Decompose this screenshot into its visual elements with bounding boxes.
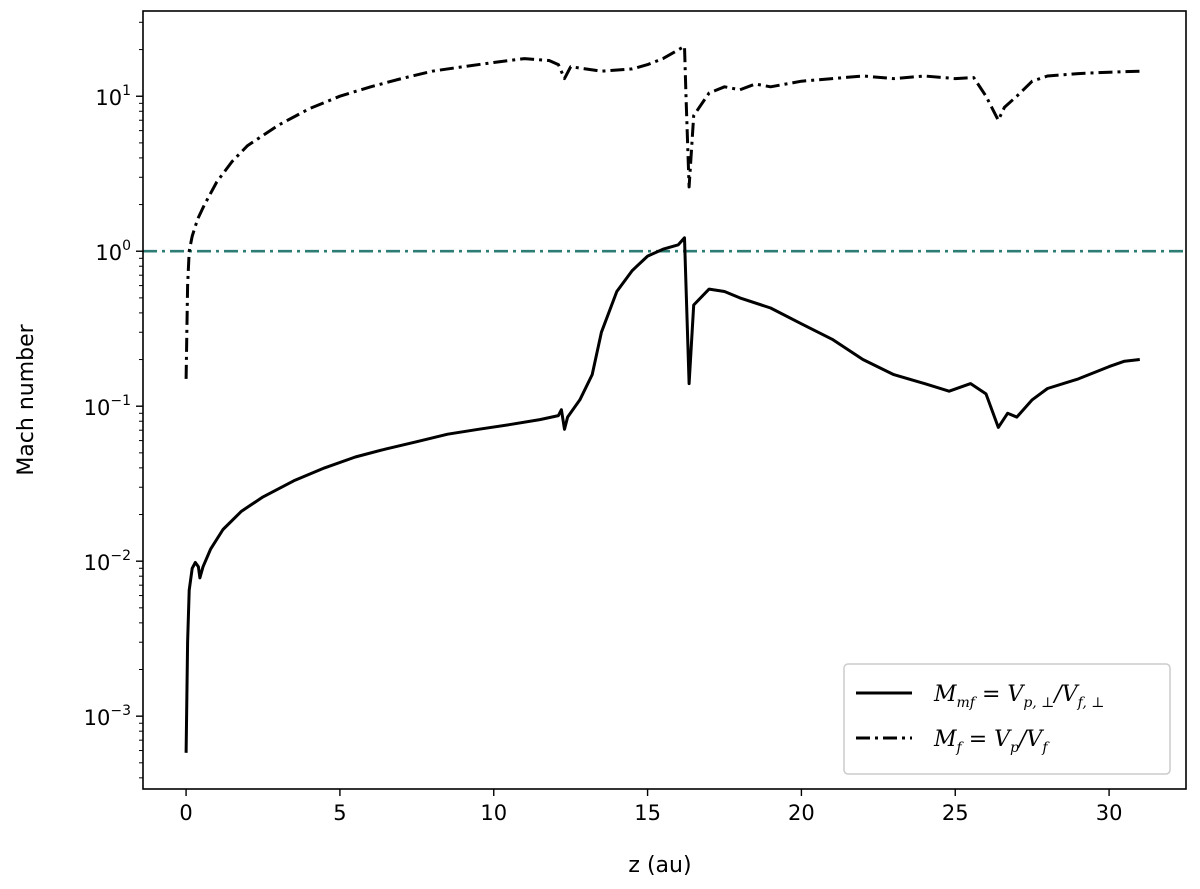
x-tick-label: 5 xyxy=(333,801,346,825)
y-tick-label: 10−1 xyxy=(84,393,131,420)
legend-label: Mmf = Vp, ⊥/Vf, ⊥ xyxy=(933,682,1104,711)
y-axis-ticks: 10−3 10−2 10−1 100 101 xyxy=(84,21,143,779)
plot-frame xyxy=(142,10,1187,790)
y-tick-label: 10−3 xyxy=(84,703,131,730)
x-tick-label: 15 xyxy=(634,801,661,825)
series-line-mf xyxy=(184,44,1140,379)
y-tick-label: 101 xyxy=(95,83,131,110)
x-axis-ticks: 0 5 10 15 20 25 30 xyxy=(179,789,1122,825)
legend: Mmf = Vp, ⊥/Vf, ⊥ Mf = Vp/Vf xyxy=(843,663,1171,775)
x-tick-label: 30 xyxy=(1096,801,1123,825)
x-tick-label: 20 xyxy=(788,801,815,825)
y-tick-label: 100 xyxy=(95,238,131,265)
y-tick-label: 10−2 xyxy=(84,548,131,575)
x-tick-label: 0 xyxy=(179,801,192,825)
x-axis-label: z (au) xyxy=(628,853,691,878)
y-axis-label: Mach number xyxy=(14,323,39,475)
x-tick-label: 25 xyxy=(942,801,969,825)
legend-box xyxy=(843,663,1171,775)
series-line-mmf xyxy=(184,236,1140,753)
series-layer xyxy=(184,44,1140,753)
legend-label: Mf = Vp/Vf xyxy=(933,727,1050,756)
x-tick-label: 10 xyxy=(480,801,507,825)
